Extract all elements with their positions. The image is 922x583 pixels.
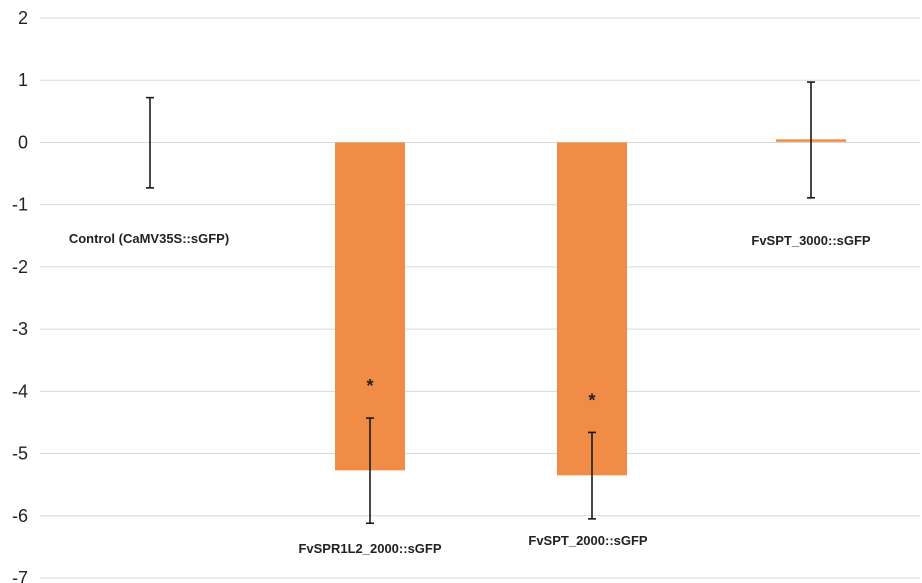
y-axis-tick-labels: 2 1 0 -1 -2 -3 -4 -5 -6 -7 [12, 8, 28, 583]
gridlines [40, 17, 920, 579]
category-label: FvSPR1L2_2000::sGFP [298, 541, 441, 556]
y-tick-label: 0 [18, 132, 28, 152]
category-label: FvSPT_2000::sGFP [528, 533, 648, 548]
error-bar [366, 417, 374, 525]
bars [335, 139, 846, 476]
y-tick-label: -3 [12, 319, 28, 339]
bar [335, 142, 405, 471]
category-labels: Control (CaMV35S::sGFP)FvSPR1L2_2000::sG… [69, 231, 871, 556]
y-tick-label: -5 [12, 444, 28, 464]
category-label: FvSPT_3000::sGFP [751, 233, 871, 248]
error-bar [807, 81, 815, 199]
y-tick-label: 1 [18, 70, 28, 90]
y-tick-label: -2 [12, 257, 28, 277]
category-label: Control (CaMV35S::sGFP) [69, 231, 229, 246]
significance-markers: ** [366, 376, 595, 410]
y-tick-label: 2 [18, 8, 28, 28]
y-tick-label: -4 [12, 381, 28, 401]
y-tick-label: -7 [12, 568, 28, 583]
y-tick-label: -1 [12, 195, 28, 215]
bar [557, 142, 627, 476]
error-bars [146, 81, 815, 525]
error-bar [146, 96, 154, 189]
y-tick-label: -6 [12, 506, 28, 526]
significance-asterisk: * [366, 376, 373, 396]
error-bar [588, 431, 596, 520]
significance-asterisk: * [588, 390, 595, 410]
